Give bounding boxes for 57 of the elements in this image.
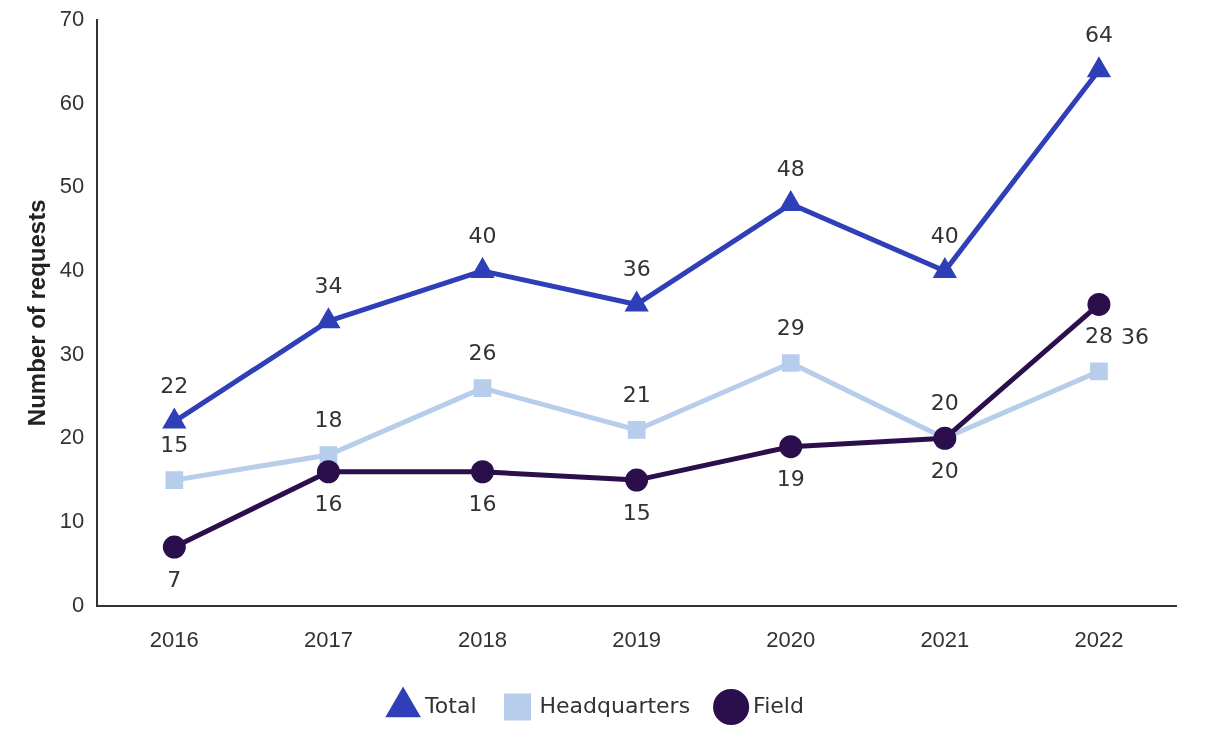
point [1087, 56, 1111, 78]
legend-label: Total [424, 692, 477, 718]
point [471, 460, 495, 484]
data-label: 15 [160, 431, 189, 457]
legend-label: Headquarters [539, 692, 691, 718]
data-label: 64 [1084, 21, 1113, 47]
x-tick-label: 2020 [766, 626, 816, 652]
point [317, 307, 341, 329]
point [1087, 292, 1111, 316]
data-label: 16 [468, 491, 497, 517]
point [316, 460, 340, 484]
y-tick-label: 10 [59, 508, 85, 534]
data-label: 28 [1084, 323, 1113, 349]
point [473, 379, 492, 397]
point [624, 290, 649, 312]
point [625, 468, 649, 492]
data-label: 40 [930, 222, 959, 248]
point [165, 471, 184, 489]
y-tick-label: 20 [59, 424, 85, 450]
x-tick-label: 2018 [458, 626, 508, 652]
x-tick-label: 2019 [612, 626, 662, 652]
y-tick-label: 30 [59, 340, 85, 366]
y-tick-label: 0 [72, 591, 85, 617]
y-tick-label: 60 [59, 89, 85, 115]
legend-label: Field [753, 692, 804, 718]
y-axis-title: Number of requests [23, 199, 51, 427]
data-label: 20 [930, 390, 959, 415]
data-label: 40 [468, 222, 497, 248]
data-label: 26 [468, 339, 497, 365]
data-label: 34 [314, 272, 343, 298]
data-label: 16 [314, 491, 343, 517]
point [932, 257, 957, 278]
point [1090, 362, 1108, 381]
x-tick-label: 2016 [149, 626, 199, 652]
y-tick-label: 40 [59, 257, 85, 283]
data-label: 20 [930, 458, 959, 483]
data-label: 36 [622, 256, 651, 282]
point [781, 354, 800, 372]
x-tick-label: 2017 [303, 626, 353, 652]
data-label: 29 [776, 314, 805, 340]
data-label: 18 [314, 406, 343, 432]
data-label: 48 [776, 155, 805, 181]
point [319, 446, 338, 464]
point [627, 421, 646, 439]
point [780, 190, 802, 212]
data-label: 15 [622, 499, 651, 525]
data-label: 21 [622, 381, 651, 407]
point [779, 435, 803, 459]
data-label: 36 [1120, 324, 1149, 350]
y-tick-label: 70 [59, 6, 85, 32]
x-tick-label: 2022 [1074, 626, 1124, 652]
x-tick-label: 2021 [920, 626, 970, 652]
point [162, 535, 186, 559]
data-label: 22 [160, 373, 189, 399]
data-label: 19 [776, 466, 805, 492]
y-tick-label: 50 [59, 173, 85, 199]
data-label: 7 [167, 566, 182, 592]
